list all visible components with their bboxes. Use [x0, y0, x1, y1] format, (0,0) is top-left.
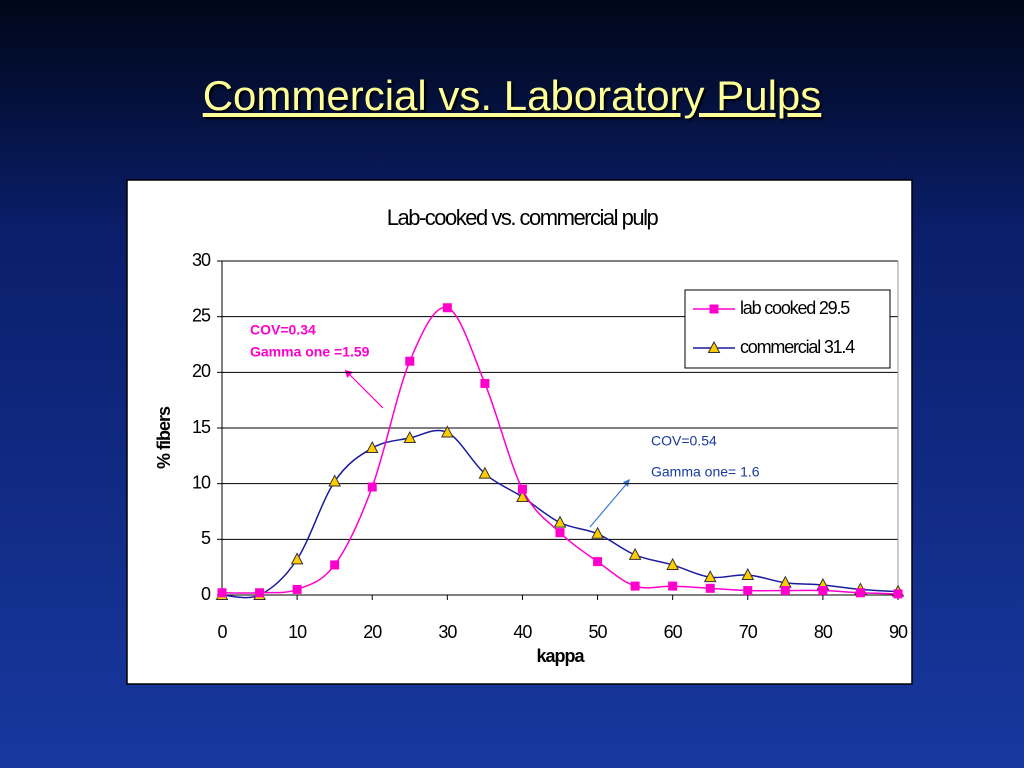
marker — [255, 588, 265, 598]
marker — [553, 515, 567, 528]
x-tick-label: 40 — [513, 622, 532, 642]
x-tick-label: 20 — [363, 622, 382, 642]
marker — [328, 474, 341, 487]
marker — [703, 570, 717, 583]
marker — [741, 567, 755, 580]
annotation: Gamma one =1.59 — [250, 344, 370, 360]
marker — [818, 586, 828, 596]
marker — [855, 588, 865, 598]
arrow-head — [623, 479, 630, 487]
x-tick-label: 0 — [217, 622, 227, 642]
marker — [780, 586, 790, 596]
marker — [217, 588, 227, 598]
series-line — [221, 306, 899, 595]
x-tick-label: 90 — [889, 622, 908, 642]
marker — [516, 489, 529, 503]
annotation: COV=0.54 — [651, 433, 717, 449]
chart-area — [126, 179, 913, 685]
legend-marker — [707, 340, 721, 353]
annotation: Gamma one= 1.6 — [651, 464, 760, 480]
marker — [591, 526, 604, 539]
x-tick-label: 30 — [438, 622, 457, 642]
marker — [705, 583, 715, 593]
y-tick-label: 25 — [192, 305, 211, 325]
legend-label: commercial 31.4 — [740, 337, 855, 357]
y-tick-label: 10 — [192, 472, 211, 492]
annotation: COV=0.34 — [250, 322, 316, 338]
marker — [555, 528, 565, 538]
marker — [630, 581, 640, 591]
x-axis-label: kappa — [536, 646, 585, 666]
marker — [668, 581, 678, 591]
x-tick-label: 70 — [739, 622, 758, 642]
marker — [367, 482, 377, 492]
marker — [441, 425, 454, 438]
y-tick-label: 30 — [192, 250, 211, 270]
x-tick-label: 60 — [664, 622, 683, 642]
legend-marker — [709, 304, 719, 314]
x-tick-label: 80 — [814, 622, 833, 642]
marker — [405, 356, 415, 366]
legend-label: lab cooked 29.5 — [740, 298, 850, 318]
y-tick-label: 15 — [192, 417, 211, 437]
marker — [628, 547, 642, 560]
marker — [480, 378, 490, 388]
y-axis-label: % fibers — [154, 406, 174, 469]
marker — [893, 589, 903, 599]
y-tick-label: 0 — [201, 584, 211, 604]
x-tick-label: 50 — [589, 622, 608, 642]
x-tick-label: 10 — [288, 622, 307, 642]
marker — [517, 484, 527, 494]
marker — [666, 557, 679, 570]
marker — [330, 560, 340, 570]
chart-title: Lab-cooked vs. commercial pulp — [387, 205, 659, 230]
slide-title: Commercial vs. Laboratory Pulps — [202, 72, 822, 119]
annotation-arrow — [589, 480, 630, 528]
marker — [478, 466, 492, 479]
y-tick-label: 20 — [192, 361, 211, 381]
marker — [403, 430, 417, 444]
marker — [743, 586, 753, 596]
legend-box — [684, 289, 891, 369]
annotation-arrow — [344, 369, 384, 409]
marker — [292, 584, 302, 594]
marker — [290, 552, 304, 565]
y-tick-label: 5 — [201, 528, 211, 548]
marker — [365, 440, 379, 454]
marker — [593, 557, 603, 567]
marker — [442, 303, 452, 313]
